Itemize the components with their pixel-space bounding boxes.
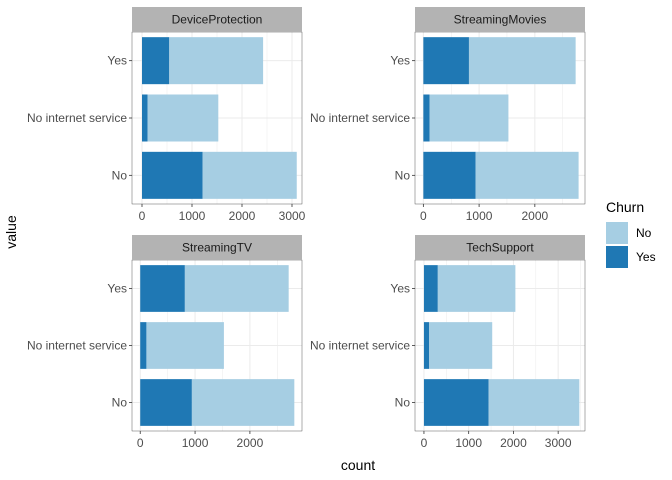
bar-yes	[423, 94, 430, 142]
x-tick-label: 0	[420, 209, 427, 223]
bar-yes	[423, 37, 469, 85]
bar-no	[147, 94, 219, 142]
bar-yes	[140, 379, 192, 426]
strip-label: StreamingMovies	[454, 13, 547, 27]
y-tick-label: No	[112, 396, 128, 410]
bar-yes	[423, 151, 476, 199]
x-tick-label: 3000	[279, 209, 306, 223]
x-tick-label: 1000	[179, 209, 206, 223]
panel-deviceprotection: DeviceProtection No No internet service Yes…	[27, 7, 306, 223]
bar-no	[169, 37, 264, 85]
bar-no	[475, 151, 579, 199]
y-tick-label: No	[395, 396, 411, 410]
strip-background	[415, 235, 585, 260]
bar-no	[191, 379, 295, 426]
legend-title: Churn	[606, 199, 644, 215]
bar-no	[429, 94, 509, 142]
y-tick-label: No internet service	[310, 111, 410, 125]
bar-no	[468, 37, 576, 85]
x-tick-label: 3000	[545, 436, 572, 450]
x-tick-label: 0	[421, 436, 428, 450]
legend-key-no	[606, 222, 628, 244]
panel-streamingmovies: StreamingMovies No No internet service Yes 0…	[310, 7, 586, 223]
y-tick-label: No	[395, 168, 411, 182]
bar-no	[437, 265, 516, 312]
strip-label: StreamingTV	[182, 241, 252, 255]
strip-background	[415, 7, 585, 32]
x-tick-label: 1000	[455, 436, 482, 450]
strip-label: TechSupport	[466, 241, 534, 255]
y-tick-label: No internet service	[310, 339, 410, 353]
panel-techsupport: TechSupport No No internet service Yes 0 1000…	[310, 235, 586, 450]
bar-yes	[142, 151, 203, 199]
panel-streamingtv: StreamingTV No No internet service Yes 0 1000…	[27, 235, 303, 450]
legend-key-yes	[606, 246, 628, 268]
strip-background	[132, 7, 302, 32]
bar-no	[429, 322, 493, 369]
legend: Churn No Yes	[606, 199, 656, 268]
x-tick-label: 0	[137, 436, 144, 450]
bar-yes	[423, 265, 438, 312]
bar-yes	[142, 94, 148, 142]
bar-yes	[140, 322, 147, 369]
y-tick-label: Yes	[390, 54, 410, 68]
x-tick-label: 2000	[521, 209, 548, 223]
y-tick-label: Yes	[107, 54, 127, 68]
y-tick-label: No internet service	[27, 339, 127, 353]
x-tick-label: 2000	[229, 209, 256, 223]
bar-yes	[140, 265, 185, 312]
y-tick-label: Yes	[390, 282, 410, 296]
x-tick-label: 1000	[466, 209, 493, 223]
bar-no	[202, 151, 297, 199]
bar-yes	[423, 322, 430, 369]
legend-label: Yes	[636, 250, 656, 264]
x-tick-label: 1000	[182, 436, 209, 450]
strip-label: DeviceProtection	[172, 13, 263, 27]
x-tick-label: 2000	[500, 436, 527, 450]
bar-no	[146, 322, 224, 369]
legend-label: No	[636, 226, 652, 240]
bar-no	[488, 379, 580, 426]
y-axis-title: value	[3, 215, 19, 249]
bar-yes	[423, 379, 489, 426]
y-tick-label: No internet service	[27, 111, 127, 125]
y-tick-label: Yes	[107, 282, 127, 296]
y-tick-label: No	[112, 168, 128, 182]
bar-yes	[142, 37, 170, 85]
x-axis-title: count	[341, 457, 375, 473]
x-tick-label: 0	[139, 209, 146, 223]
x-tick-label: 2000	[237, 436, 264, 450]
bar-no	[184, 265, 289, 312]
strip-background	[132, 235, 302, 260]
